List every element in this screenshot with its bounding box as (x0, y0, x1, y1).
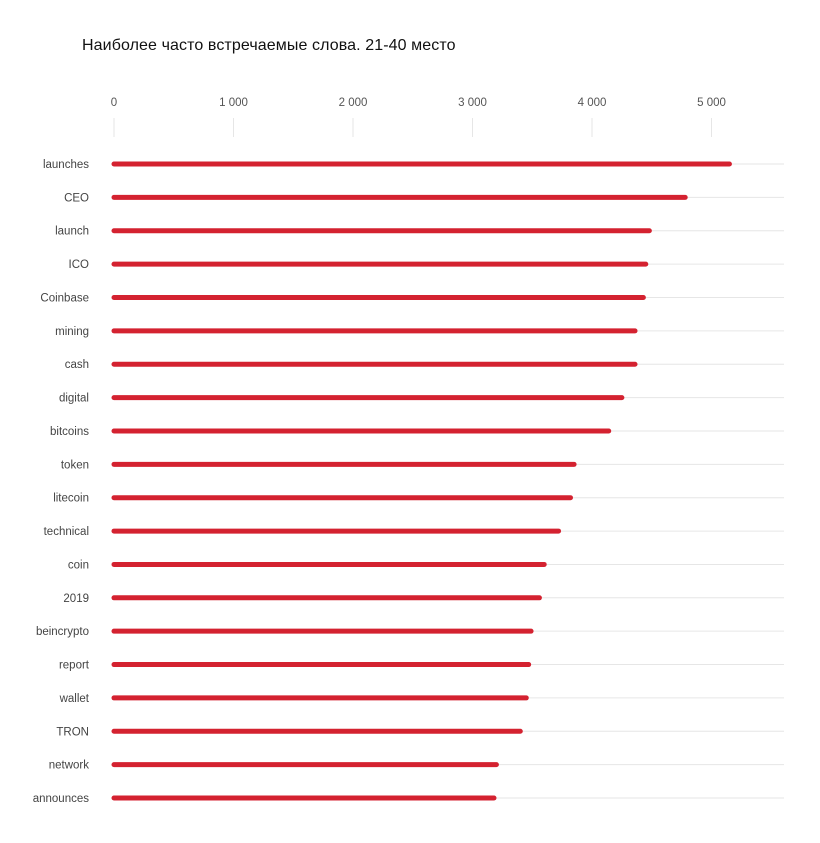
category-label: bitcoins (50, 426, 89, 438)
category-label: TRON (56, 726, 89, 738)
category-label: cash (65, 359, 89, 371)
category-label: launch (55, 226, 89, 238)
x-tick-label: 1 000 (219, 97, 248, 109)
category-label: Coinbase (40, 292, 89, 304)
category-label: coin (68, 559, 89, 571)
category-label: network (49, 760, 90, 772)
x-tick-label: 0 (111, 97, 117, 109)
category-label: ICO (69, 259, 90, 271)
x-axis: 0 1 000 2 000 3 000 4 000 5 000 (111, 97, 726, 137)
category-label: report (59, 660, 90, 672)
chart-title: Наиболее часто встречаемые слова. 21-40 … (82, 37, 456, 54)
category-label: 2019 (63, 593, 89, 605)
x-tick-label: 3 000 (458, 97, 487, 109)
category-label: token (61, 459, 89, 471)
category-label: mining (55, 326, 89, 338)
x-tick-label: 2 000 (339, 97, 368, 109)
category-label: wallet (59, 693, 90, 705)
category-label: CEO (64, 192, 89, 204)
x-tick-label: 4 000 (578, 97, 607, 109)
category-labels: launches CEO launch ICO Coinbase mining cash di… (33, 159, 90, 805)
bars (111, 161, 732, 801)
category-label: technical (44, 526, 89, 538)
category-label: digital (59, 393, 89, 405)
category-label: announces (33, 793, 90, 805)
category-label: beincrypto (36, 626, 89, 638)
row-gridlines (114, 163, 784, 799)
category-label: launches (43, 159, 89, 171)
category-label: litecoin (53, 493, 89, 505)
x-tick-label: 5 000 (697, 97, 726, 109)
